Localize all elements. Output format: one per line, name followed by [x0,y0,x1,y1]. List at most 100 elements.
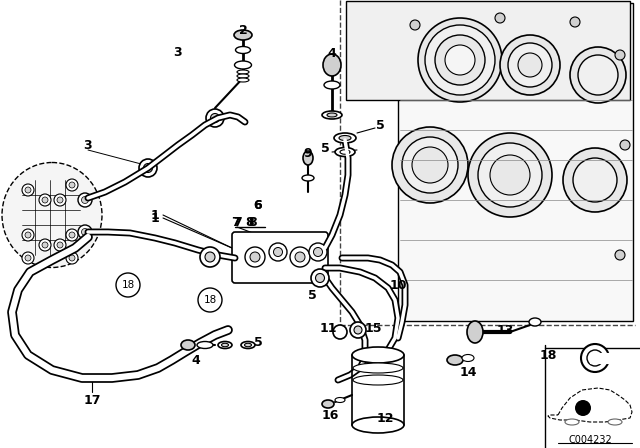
Ellipse shape [565,419,579,425]
Circle shape [69,255,75,261]
Circle shape [205,252,215,262]
Circle shape [575,400,591,416]
Circle shape [311,269,329,287]
Circle shape [57,197,63,203]
Circle shape [25,187,31,193]
Ellipse shape [237,74,249,78]
Ellipse shape [462,354,474,362]
Text: 15: 15 [364,322,381,335]
Circle shape [468,133,552,217]
Circle shape [354,326,362,334]
Text: 6: 6 [253,198,262,211]
Text: 10: 10 [389,279,407,292]
Text: 3: 3 [84,138,92,151]
Circle shape [211,113,220,122]
Ellipse shape [324,81,340,89]
Circle shape [81,228,88,236]
Ellipse shape [327,113,337,117]
Circle shape [143,164,152,172]
Text: 4: 4 [328,47,337,60]
Text: 2: 2 [239,23,248,36]
Circle shape [250,252,260,262]
Text: 18: 18 [122,280,134,290]
Circle shape [620,140,630,150]
Circle shape [500,35,560,95]
Circle shape [410,20,420,30]
Ellipse shape [322,111,342,119]
Text: 16: 16 [321,409,339,422]
Circle shape [490,155,530,195]
Text: 5: 5 [376,119,385,132]
Ellipse shape [221,343,228,347]
Circle shape [573,158,617,202]
Circle shape [314,247,323,257]
Ellipse shape [353,375,403,385]
Text: 18: 18 [540,349,557,362]
Ellipse shape [197,341,213,349]
Text: 6: 6 [253,198,262,211]
Ellipse shape [241,341,255,349]
Circle shape [200,247,220,267]
Circle shape [78,193,92,207]
Ellipse shape [303,151,313,165]
Ellipse shape [340,150,350,154]
Ellipse shape [352,347,404,363]
FancyBboxPatch shape [232,232,328,283]
Ellipse shape [237,78,249,82]
Circle shape [42,197,48,203]
Ellipse shape [352,417,404,433]
Circle shape [309,243,327,261]
Circle shape [425,25,495,95]
Ellipse shape [447,355,463,365]
Circle shape [25,255,31,261]
Circle shape [69,182,75,188]
Text: 9: 9 [304,146,312,159]
Ellipse shape [339,135,351,141]
Text: 12: 12 [376,412,394,425]
Text: 14: 14 [460,366,477,379]
Circle shape [570,17,580,27]
Ellipse shape [2,163,102,267]
Ellipse shape [234,30,252,40]
Ellipse shape [234,61,252,69]
Circle shape [418,18,502,102]
Text: C004232: C004232 [568,435,612,445]
Circle shape [66,229,78,241]
Ellipse shape [323,54,341,76]
Circle shape [495,13,505,23]
Ellipse shape [237,70,249,74]
Circle shape [563,148,627,212]
Circle shape [66,252,78,264]
Circle shape [245,247,265,267]
Text: 3: 3 [173,46,182,59]
Circle shape [295,252,305,262]
Text: 17: 17 [83,393,100,406]
Circle shape [25,232,31,238]
Ellipse shape [467,321,483,343]
Circle shape [57,242,63,248]
Circle shape [39,194,51,206]
FancyBboxPatch shape [346,1,630,100]
Ellipse shape [335,397,345,402]
Circle shape [333,325,347,339]
Circle shape [22,229,34,241]
Text: 4: 4 [191,353,200,366]
Text: 7: 7 [230,215,239,228]
Circle shape [42,242,48,248]
Circle shape [316,273,324,283]
Circle shape [578,55,618,95]
Circle shape [570,47,626,103]
Text: 18: 18 [204,295,216,305]
Circle shape [269,243,287,261]
Text: 1: 1 [150,208,159,221]
Ellipse shape [335,147,355,156]
Circle shape [402,137,458,193]
Circle shape [66,179,78,191]
Circle shape [22,252,34,264]
Circle shape [81,197,88,203]
Circle shape [587,350,603,366]
Ellipse shape [353,363,403,373]
Circle shape [22,184,34,196]
Ellipse shape [334,133,356,143]
Text: 1: 1 [150,211,159,224]
